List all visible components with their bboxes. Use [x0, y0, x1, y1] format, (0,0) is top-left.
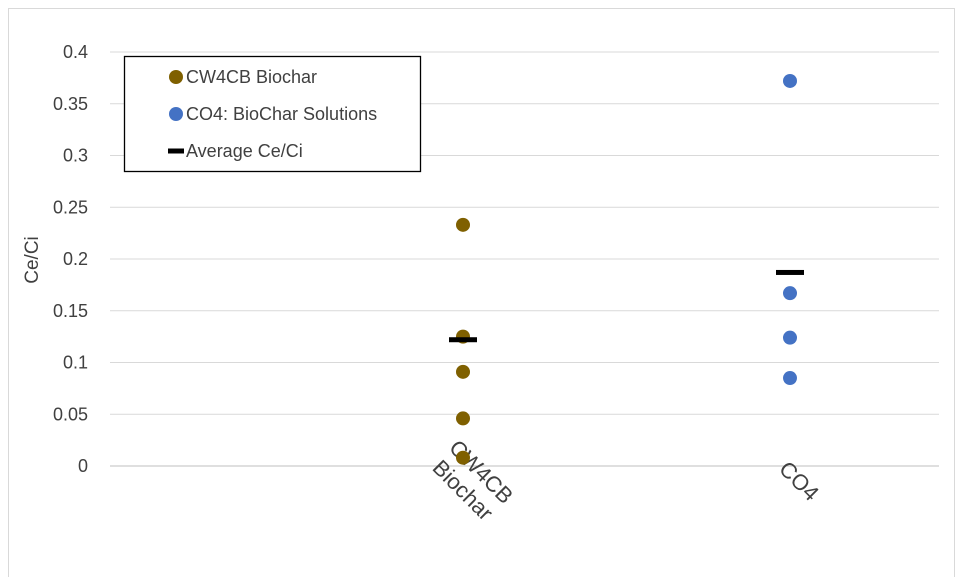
data-point [456, 411, 470, 426]
legend-label: Average Ce/Ci [186, 141, 303, 161]
data-point [783, 330, 797, 345]
y-tick-label: 0.35 [53, 94, 88, 114]
y-tick-label: 0.3 [63, 146, 88, 166]
data-point [456, 364, 470, 379]
average-marker [449, 337, 477, 343]
data-point [783, 73, 797, 88]
legend: CW4CB Biochar CO4: BioChar Solutions Avera… [123, 55, 422, 173]
y-tick-label: 0 [78, 456, 88, 476]
y-tick-label: 0.05 [53, 404, 88, 424]
y-tick-label: 0.1 [63, 353, 88, 373]
y-tick-label: 0.4 [63, 42, 88, 62]
y-tick-label: 0.2 [63, 249, 88, 269]
y-tick-labels: 0 0.05 0.1 0.15 0.2 0.25 0.3 0.35 0.4 [53, 42, 88, 476]
legend-marker [169, 70, 183, 84]
data-point [783, 286, 797, 301]
legend-marker [168, 148, 184, 154]
legend-label: CW4CB Biochar [186, 67, 317, 87]
data-points [449, 73, 804, 465]
y-tick-label: 0.25 [53, 197, 88, 217]
y-tick-label: 0.15 [53, 301, 88, 321]
legend-label: CO4: BioChar Solutions [186, 104, 377, 124]
y-axis-label: Ce/Ci [22, 236, 43, 284]
legend-marker [169, 107, 183, 121]
data-point [456, 217, 470, 232]
data-point [783, 371, 797, 386]
data-point [456, 450, 470, 465]
average-marker [776, 269, 804, 275]
